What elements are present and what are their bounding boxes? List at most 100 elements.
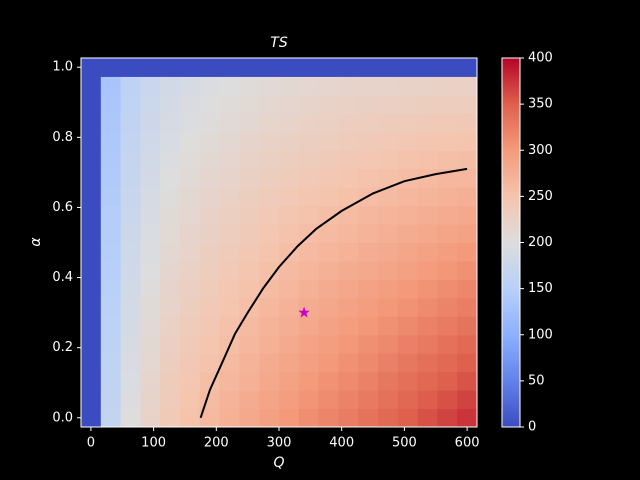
colorbar-tick-label: 0 xyxy=(528,420,536,435)
heatmap-cell xyxy=(259,260,280,280)
heatmap-cell xyxy=(457,408,478,428)
heatmap-cell xyxy=(397,371,419,391)
heatmap-cell xyxy=(437,58,458,77)
heatmap-cell xyxy=(160,58,181,77)
heatmap-cell xyxy=(318,260,339,280)
heatmap-cell xyxy=(199,279,221,299)
heatmap-cell xyxy=(318,94,339,114)
heatmap-cell xyxy=(199,150,221,170)
heatmap-cell xyxy=(437,205,458,225)
heatmap-cell xyxy=(298,334,320,354)
y-tick-label: 0.8 xyxy=(52,130,73,145)
heatmap-cell xyxy=(160,316,181,336)
y-tick-label: 1.0 xyxy=(52,60,73,75)
heatmap-cell xyxy=(160,334,181,354)
heatmap-cell xyxy=(120,334,141,354)
heatmap-cell xyxy=(338,279,359,299)
heatmap-cell xyxy=(279,94,300,114)
heatmap-cell xyxy=(160,168,181,188)
heatmap-cell xyxy=(199,205,221,225)
heatmap-cell xyxy=(120,113,141,133)
heatmap-cell xyxy=(180,224,201,243)
heatmap-cell xyxy=(180,408,201,428)
heatmap-cell xyxy=(259,58,280,77)
heatmap-cell xyxy=(100,131,122,151)
heatmap-cell xyxy=(219,168,240,188)
heatmap-cell xyxy=(338,150,359,170)
heatmap-cell xyxy=(239,279,260,299)
heatmap-cell xyxy=(298,94,320,114)
colorbar-tick-label: 250 xyxy=(528,189,553,204)
x-tick-label: 400 xyxy=(329,436,354,451)
heatmap-cell xyxy=(397,279,419,299)
heatmap-cell xyxy=(338,353,359,373)
heatmap-cell xyxy=(259,334,280,354)
heatmap-cell xyxy=(417,334,438,354)
heatmap-cell xyxy=(100,113,122,133)
heatmap-cell xyxy=(279,334,300,354)
heatmap-cell xyxy=(338,297,359,317)
heatmap-cell xyxy=(140,94,161,114)
heatmap-cell xyxy=(318,408,339,428)
heatmap-cell xyxy=(378,279,399,299)
heatmap-cell xyxy=(100,58,122,77)
heatmap-cell xyxy=(239,390,260,410)
heatmap-cell xyxy=(199,408,221,428)
heatmap-cell xyxy=(318,205,339,225)
heatmap-cell xyxy=(81,390,102,410)
heatmap-cell xyxy=(120,242,141,262)
heatmap-cell xyxy=(100,334,122,354)
heatmap-cell xyxy=(199,334,221,354)
heatmap-cell xyxy=(279,205,300,225)
heatmap-cell xyxy=(457,94,478,114)
heatmap-cell xyxy=(120,371,141,391)
heatmap-cell xyxy=(140,390,161,410)
heatmap-cell xyxy=(180,205,201,225)
heatmap-cell xyxy=(279,58,300,77)
heatmap-cell xyxy=(338,316,359,336)
heatmap-cell xyxy=(81,131,102,151)
heatmap-cell xyxy=(120,187,141,207)
heatmap-cell xyxy=(140,168,161,188)
heatmap-cell xyxy=(180,58,201,77)
heatmap-cell xyxy=(199,131,221,151)
heatmap-cell xyxy=(140,353,161,373)
heatmap-cell xyxy=(259,224,280,243)
heatmap-cell xyxy=(437,224,458,243)
heatmap-cell xyxy=(279,297,300,317)
heatmap-cell xyxy=(358,150,379,170)
heatmap-cell xyxy=(417,408,438,428)
heatmap-cell xyxy=(160,187,181,207)
heatmap-cell xyxy=(160,205,181,225)
heatmap-cell xyxy=(259,131,280,151)
heatmap-cell xyxy=(397,297,419,317)
heatmap-cell xyxy=(81,260,102,280)
heatmap-cell xyxy=(318,131,339,151)
heatmap-cell xyxy=(239,168,260,188)
heatmap-cell xyxy=(318,168,339,188)
heatmap-cell xyxy=(397,316,419,336)
heatmap-cell xyxy=(417,168,438,188)
heatmap-cell xyxy=(239,334,260,354)
heatmap-cell xyxy=(298,150,320,170)
heatmap-cell xyxy=(318,76,339,96)
heatmap-cell xyxy=(457,224,478,243)
heatmap-cell xyxy=(81,76,102,96)
heatmap-cell xyxy=(180,353,201,373)
x-axis-label: Q xyxy=(273,455,284,471)
heatmap-cell xyxy=(120,58,141,77)
heatmap-cell xyxy=(378,113,399,133)
heatmap-cell xyxy=(81,297,102,317)
chart-title: TS xyxy=(270,35,288,51)
heatmap-cell xyxy=(298,224,320,243)
heatmap-cell xyxy=(298,205,320,225)
heatmap-cell xyxy=(437,187,458,207)
heatmap-cell xyxy=(180,168,201,188)
heatmap-cell xyxy=(378,242,399,262)
heatmap-cell xyxy=(219,390,240,410)
heatmap-cell xyxy=(100,297,122,317)
heatmap-cell xyxy=(437,113,458,133)
heatmap-cell xyxy=(358,242,379,262)
heatmap-cell xyxy=(457,297,478,317)
heatmap-cell xyxy=(140,76,161,96)
